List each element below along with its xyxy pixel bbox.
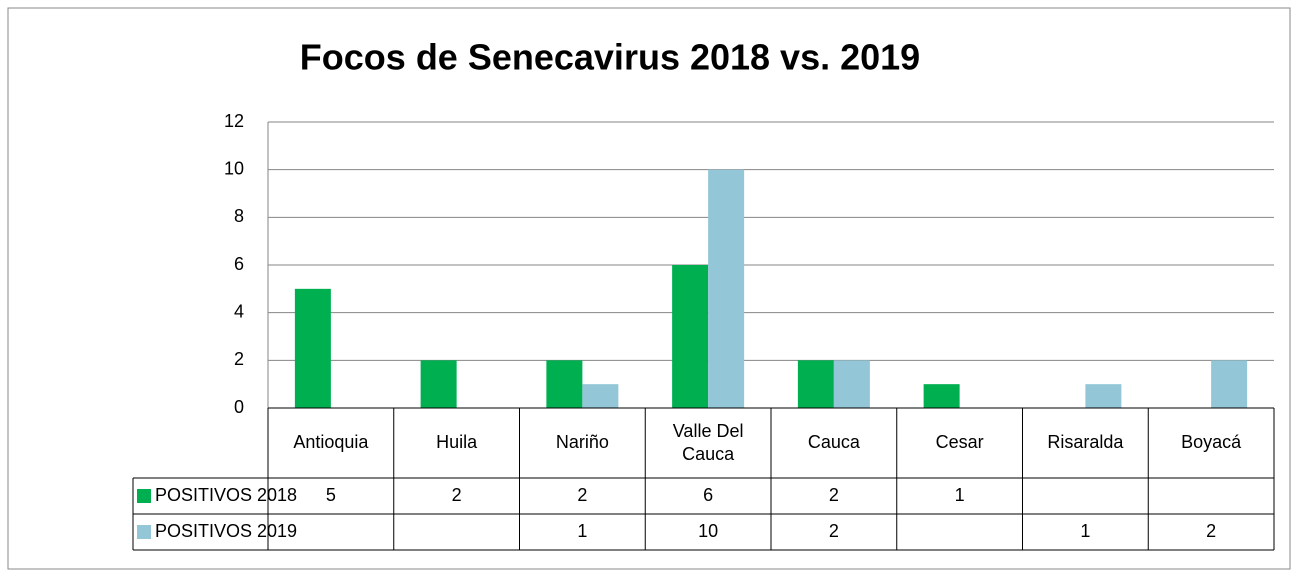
table-value: 2 [452,485,462,505]
y-tick-label: 0 [234,397,244,417]
category-cell: Huila [436,432,478,453]
bar [420,360,457,408]
chart-title: Focos de Senecavirus 2018 vs. 2019 [300,37,920,78]
bar [546,360,583,408]
table-value: 2 [577,485,587,505]
table-value: 2 [829,521,839,541]
table-value: 1 [577,521,587,541]
legend-label: POSITIVOS 2018 [155,485,297,505]
bar [672,265,709,408]
x-tick-label: Antioquia [293,432,369,453]
y-tick-label: 4 [234,301,244,321]
bar [582,384,619,408]
x-tick-label: Valle Del Cauca [672,420,744,464]
legend-label: POSITIVOS 2019 [155,521,297,541]
x-tick-label: Risaralda [1047,432,1124,453]
legend-swatch [137,489,151,503]
y-tick-label: 12 [224,111,244,131]
category-cell: Boyacá [1181,432,1242,453]
bar [294,288,331,408]
x-tick-label: Nariño [555,432,609,453]
category-cell: Risaralda [1047,432,1124,453]
bar [708,169,745,408]
legend-swatch [137,525,151,539]
table-value: 1 [1080,521,1090,541]
x-tick-label: Cauca [807,432,860,453]
category-cell: Cauca [807,432,860,453]
bar [797,360,834,408]
x-tick-label: Boyacá [1181,432,1242,453]
y-tick-label: 10 [224,158,244,178]
y-tick-label: 6 [234,254,244,274]
category-cell: Valle Del Cauca [672,420,744,464]
table-value: 2 [829,485,839,505]
bar [1211,360,1248,408]
category-cell: Antioquia [293,432,369,453]
table-value: 5 [326,485,336,505]
table-value: 6 [703,485,713,505]
x-tick-label: Cesar [935,432,984,453]
table-value: 2 [1206,521,1216,541]
bar [833,360,870,408]
y-tick-label: 2 [234,349,244,369]
bar [923,384,960,408]
bar [1085,384,1122,408]
table-value: 10 [698,521,718,541]
category-cell: Cesar [935,432,984,453]
table-value: 1 [955,485,965,505]
x-tick-label: Huila [436,432,478,453]
y-tick-label: 8 [234,206,244,226]
chart-border [7,7,1291,570]
category-cell: Nariño [555,432,609,453]
